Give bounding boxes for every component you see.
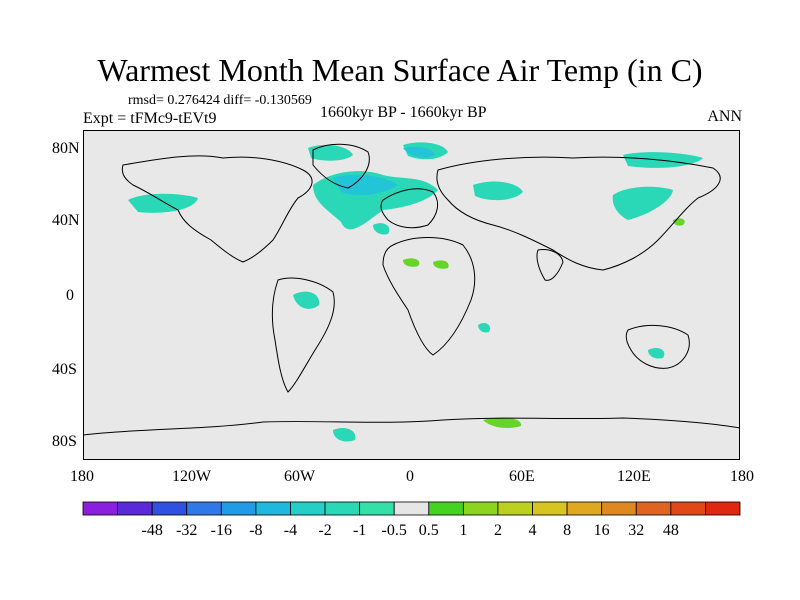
colorbar-label: 8 <box>563 522 571 539</box>
patch-east-asia <box>612 186 673 220</box>
lon-label-180w: 180 <box>70 468 94 485</box>
lat-label-40s: 40S <box>52 361 77 378</box>
colorbar-swatch <box>670 501 706 516</box>
colorbar-label: -16 <box>211 522 232 539</box>
colorbar-swatch <box>705 501 741 516</box>
lon-label-120e: 120E <box>617 468 651 485</box>
colorbar-label: -2 <box>318 522 331 539</box>
coast-asia <box>436 156 721 271</box>
colorbar-swatch <box>601 501 637 516</box>
colorbar-swatch <box>255 501 291 516</box>
world-map <box>83 142 740 442</box>
coast-india <box>536 249 564 281</box>
coast-antarctica <box>83 417 740 436</box>
coast-europe <box>380 188 439 229</box>
patch-antarctica-west <box>333 428 356 442</box>
coast-greenland <box>312 143 370 189</box>
colorbar-swatch <box>532 501 568 516</box>
colorbar-swatch <box>462 501 499 516</box>
colorbar-swatch <box>635 501 672 516</box>
lon-label-120w: 120W <box>172 468 212 485</box>
lon-label-60e: 60E <box>509 468 535 485</box>
colorbar-label: -32 <box>176 522 197 539</box>
colorbar-label: -8 <box>249 522 262 539</box>
plot-title: Warmest Month Mean Surface Air Temp (in … <box>97 52 703 88</box>
coast-africa <box>382 237 476 356</box>
colorbar-swatch <box>428 501 464 516</box>
colorbar-label: -48 <box>141 522 162 539</box>
coast-south-america <box>271 277 335 393</box>
colorbar-label: -1 <box>353 522 366 539</box>
patch-north-america-west <box>128 193 198 213</box>
season-label: ANN <box>707 108 742 125</box>
colorbar-swatch <box>566 501 603 516</box>
colorbar-swatch <box>393 501 430 516</box>
colorbar-label: 16 <box>594 522 610 539</box>
coastlines <box>83 143 740 436</box>
patch-africa-east <box>478 322 491 333</box>
colorbar-swatch <box>82 501 118 516</box>
colorbar-label: 48 <box>663 522 679 539</box>
lat-label-0: 0 <box>66 287 74 304</box>
patch-mediterranean <box>373 223 390 235</box>
colorbar-label: -4 <box>284 522 297 539</box>
colorbar-label: -0.5 <box>382 522 407 539</box>
coast-north-america <box>121 155 313 263</box>
colorbar-swatch <box>324 501 361 516</box>
colorbar-swatch <box>151 501 188 516</box>
colorbar-label: 0.5 <box>419 522 439 539</box>
strong-cool-patches <box>333 146 435 196</box>
colorbar-label: 4 <box>529 522 537 539</box>
stats-text: rmsd= 0.276424 diff= -0.130569 <box>128 93 312 108</box>
colorbar-swatch <box>186 501 222 516</box>
colorbar-label: 32 <box>628 522 644 539</box>
period-label: 1660kyr BP - 1660kyr BP <box>320 104 487 121</box>
patch-south-america <box>293 291 320 309</box>
lon-label-0: 0 <box>406 468 414 485</box>
colorbar-swatch <box>220 501 257 516</box>
patch-australia-east <box>648 347 665 359</box>
patch-greenland-north <box>308 144 353 161</box>
lat-label-80s: 80S <box>52 433 77 450</box>
patch-siberia <box>473 181 523 201</box>
colorbar-label: 2 <box>494 522 502 539</box>
warm-anomaly-patches <box>403 218 685 428</box>
lat-label-40n: 40N <box>52 212 80 229</box>
lon-label-180e: 180 <box>730 468 754 485</box>
experiment-label: Expt = tFMc9-tEVt9 <box>83 110 217 127</box>
coast-australia <box>625 325 690 369</box>
colorbar-swatch <box>117 501 153 516</box>
colorbar-label: 1 <box>459 522 467 539</box>
colorbar-swatch <box>497 501 533 516</box>
colorbar-swatch <box>359 501 395 516</box>
lon-label-60w: 60W <box>284 468 316 485</box>
colorbar-swatch <box>290 501 326 516</box>
lat-label-80n: 80N <box>52 140 80 157</box>
